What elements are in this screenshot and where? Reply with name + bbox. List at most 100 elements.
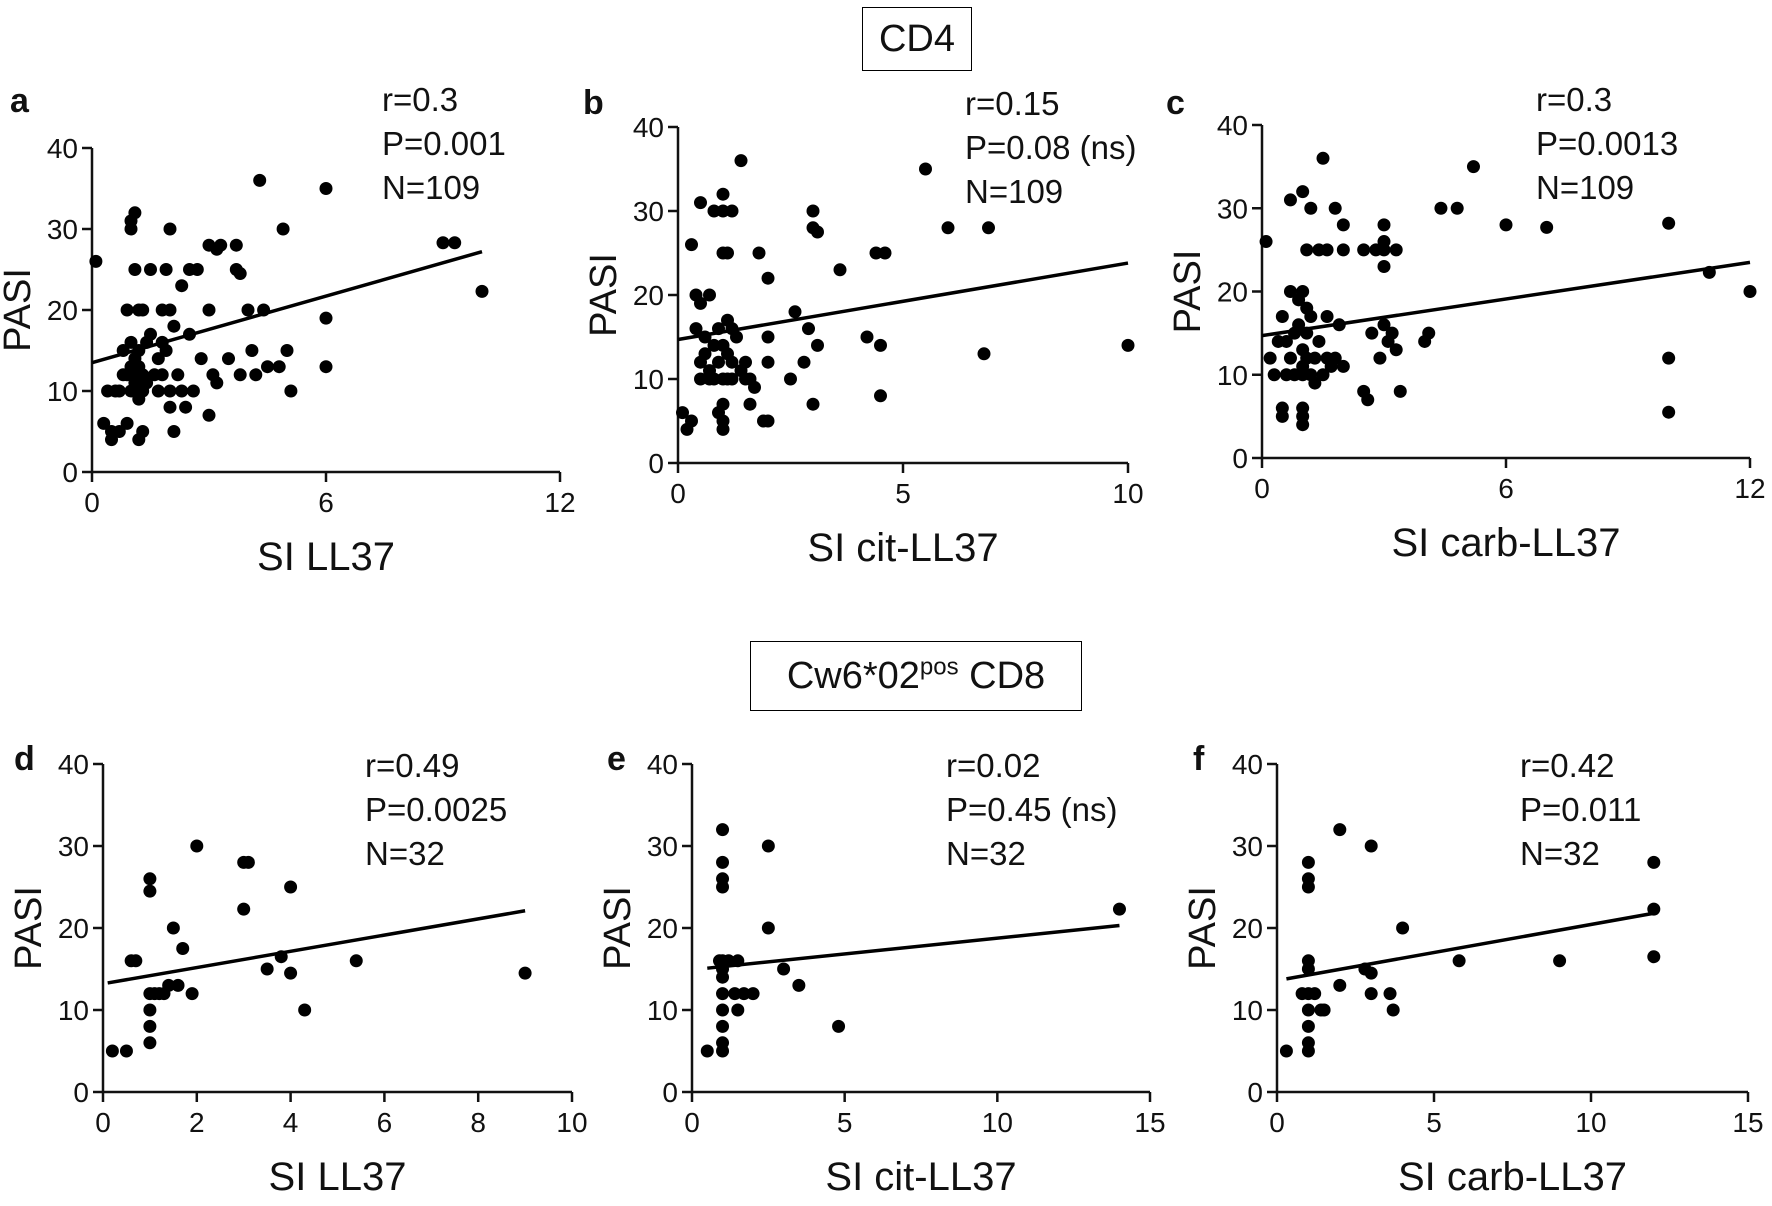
y-tick-label-e: 20 (647, 913, 678, 944)
x-tick-label-c: 12 (1734, 473, 1765, 504)
data-point-a (319, 360, 333, 374)
data-point-e (716, 855, 730, 869)
data-point-b (784, 372, 797, 386)
y-axis-label-c: PASI (1167, 250, 1209, 334)
data-point-b (919, 162, 932, 176)
x-tick-label-d: 8 (470, 1107, 486, 1138)
data-point-a (128, 206, 142, 220)
data-point-a (448, 236, 462, 250)
data-point-b (676, 406, 689, 420)
data-point-d (171, 978, 185, 992)
data-point-a (272, 360, 286, 374)
panel-letter-d: d (14, 740, 35, 778)
data-point-e (731, 1003, 745, 1017)
data-point-f (1364, 987, 1378, 1001)
data-point-a (97, 416, 111, 430)
data-point-a (233, 267, 247, 281)
data-point-b (878, 246, 892, 260)
x-tick-label-e: 5 (837, 1107, 853, 1138)
data-point-c (1336, 359, 1350, 373)
stat-label-c: N=109 (1536, 169, 1634, 206)
data-point-b (689, 322, 703, 336)
data-point-d (143, 1036, 157, 1050)
data-point-d (129, 954, 143, 968)
data-point-c (1283, 351, 1297, 365)
x-tick-label-e: 0 (684, 1107, 700, 1138)
data-point-f (1396, 921, 1410, 935)
data-point-b (761, 330, 775, 344)
y-tick-label-c: 40 (1217, 110, 1248, 141)
x-axis-label-d: SI LL37 (269, 1155, 407, 1199)
stat-label-f: N=32 (1520, 835, 1600, 872)
section-label-cw6-cd8: Cw6*02pos CD8 (750, 641, 1082, 711)
stat-label-c: P=0.0013 (1536, 125, 1678, 162)
data-point-c (1336, 218, 1350, 232)
data-point-b (721, 246, 734, 260)
x-tick-label-a: 6 (318, 487, 334, 518)
y-tick-label-e: 10 (647, 995, 678, 1026)
data-point-a (175, 279, 189, 293)
data-point-f (1333, 823, 1347, 837)
data-point-b (707, 338, 721, 352)
data-point-b (707, 204, 721, 218)
x-tick-label-d: 0 (95, 1107, 111, 1138)
y-tick-label-f: 0 (1247, 1077, 1263, 1108)
y-tick-label-b: 10 (633, 364, 664, 395)
data-point-c (1662, 216, 1676, 230)
data-point-f (1386, 1003, 1400, 1017)
data-point-f (1383, 987, 1397, 1001)
data-point-d (143, 1003, 157, 1017)
data-point-a (245, 344, 259, 357)
data-point-e (716, 1003, 730, 1017)
data-point-b (725, 372, 739, 386)
fit-line-d (107, 909, 526, 985)
data-point-a (136, 425, 150, 438)
x-axis-label-f: SI carb-LL37 (1398, 1155, 1627, 1199)
data-point-c (1320, 309, 1334, 323)
data-point-b (685, 238, 698, 252)
data-point-e (792, 978, 806, 992)
data-point-d (518, 966, 532, 980)
data-point-b (694, 372, 707, 386)
y-tick-label-f: 20 (1232, 913, 1263, 944)
data-point-a (163, 222, 177, 236)
x-axis-label-e: SI cit-LL37 (825, 1155, 1016, 1199)
data-point-e (716, 823, 730, 837)
y-tick-label-a: 0 (62, 457, 78, 488)
y-tick-label-d: 10 (58, 995, 89, 1026)
data-point-d (237, 902, 251, 916)
x-tick-label-c: 6 (1498, 473, 1514, 504)
data-point-c (1296, 285, 1310, 298)
data-point-c (1466, 160, 1480, 174)
data-point-f (1301, 1019, 1315, 1033)
data-point-f (1364, 839, 1378, 853)
data-point-b (806, 397, 820, 411)
stat-label-b: P=0.08 (ns) (965, 129, 1137, 166)
data-point-b (743, 397, 757, 411)
panel-a: a 0 10 20 30 40 0 6 12 PASI SI LL37 r=0.3 P=0.001 N=1… (0, 81, 576, 579)
x-tick-label-f: 5 (1426, 1107, 1442, 1138)
data-point-c (1320, 243, 1334, 257)
fit-line-e (707, 923, 1120, 970)
fit-line-c (1261, 260, 1751, 338)
data-point-d (185, 987, 199, 1001)
data-point-b (716, 187, 730, 201)
section-label-cd4: CD4 (862, 7, 972, 71)
y-tick-label-e: 40 (647, 749, 678, 780)
data-point-c (1662, 351, 1676, 365)
x-tick-label-d: 6 (377, 1107, 393, 1138)
data-point-c (1275, 409, 1289, 423)
data-point-f (1308, 987, 1322, 1001)
data-point-a (140, 376, 154, 390)
data-point-c (1377, 235, 1391, 249)
data-point-c (1328, 351, 1342, 365)
data-point-a (233, 368, 247, 382)
data-point-b (874, 389, 887, 403)
data-point-a (163, 400, 177, 414)
data-point-a (105, 433, 118, 447)
data-point-a (436, 236, 450, 250)
data-point-c (1389, 343, 1403, 357)
stat-label-b: N=109 (965, 173, 1063, 210)
data-point-d (119, 1044, 133, 1058)
